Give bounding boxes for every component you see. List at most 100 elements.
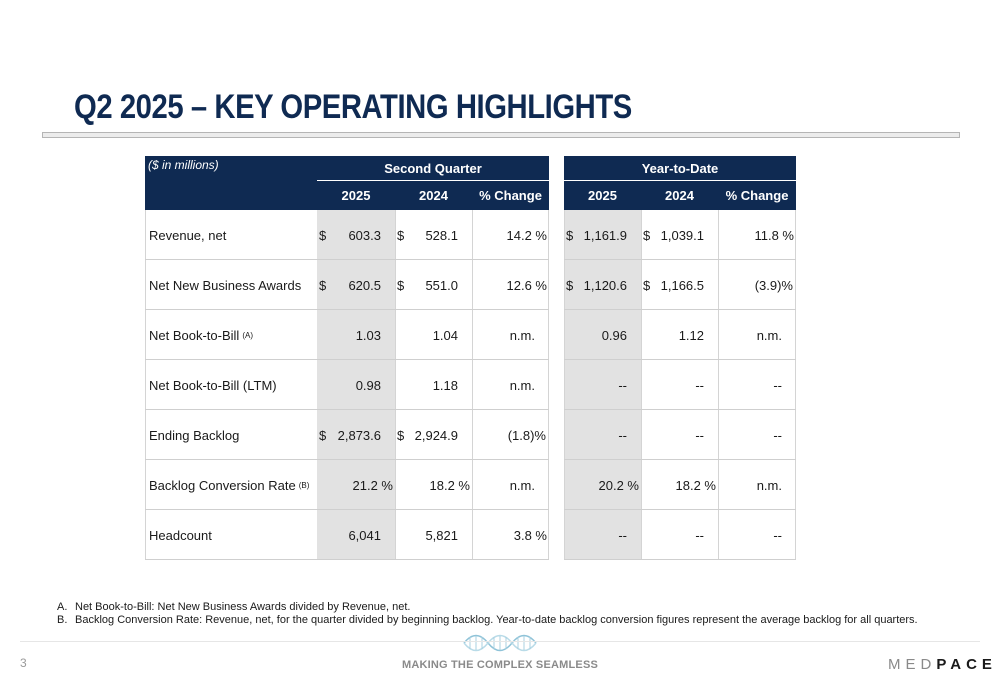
value-q-change: 12.6 % (506, 277, 547, 293)
row-divider (145, 409, 549, 410)
footer-tagline: MAKING THE COMPLEX SEAMLESS (401, 659, 599, 671)
row-label: Ending Backlog (149, 427, 240, 443)
value-ytd-change: -- (773, 377, 782, 393)
value-q-change: (1.8)% (507, 427, 546, 443)
value-q-change: n.m. (509, 477, 535, 493)
value-ytd-2024: 1,166.5 (660, 277, 704, 293)
value-ytd-2025: 1,120.6 (583, 277, 627, 293)
column-divider (795, 210, 796, 560)
value-q-2025: 0.98 (355, 377, 381, 393)
value-ytd-2024: 1,039.1 (660, 227, 704, 243)
value-ytd-change: -- (773, 427, 782, 443)
shaded-column-ytd-2025 (564, 210, 641, 560)
row-divider (145, 559, 549, 560)
row-divider (145, 459, 549, 460)
col-header-ytd-change: % Change (725, 187, 789, 203)
dollar-sign: $ (319, 277, 327, 293)
row-divider (145, 309, 549, 310)
footnote-b: B. Backlog Conversion Rate: Revenue, net,… (57, 614, 918, 626)
value-ytd-2025: 20.2 % (598, 477, 639, 493)
value-q-change: n.m. (509, 377, 535, 393)
dollar-sign: $ (319, 227, 327, 243)
footnote-ref: (B) (298, 480, 310, 490)
value-ytd-2025: 1,161.9 (583, 227, 627, 243)
value-ytd-2024: -- (695, 427, 704, 443)
shaded-column-q-2025 (317, 210, 395, 560)
value-q-2025: 1.03 (355, 327, 381, 343)
value-ytd-change: (3.9)% (754, 277, 793, 293)
column-divider (472, 210, 473, 560)
row-label: Net Book-to-Bill (A) (149, 327, 253, 343)
col-header-ytd-2025: 2025 (588, 187, 617, 203)
row-divider (564, 309, 796, 310)
row-label: Revenue, net (149, 227, 227, 243)
header-group-underline (564, 180, 796, 181)
title-divider (42, 132, 960, 138)
footnote-ref: (A) (242, 330, 253, 340)
row-label: Net New Business Awards (149, 277, 302, 293)
value-q-2024: 2,924.9 (414, 427, 458, 443)
value-q-2024: 1.18 (432, 377, 458, 393)
row-label: Headcount (149, 527, 212, 543)
col-header-ytd-2024: 2024 (665, 187, 694, 203)
value-ytd-2025: 0.96 (601, 327, 627, 343)
row-label: Backlog Conversion Rate (B) (149, 477, 310, 493)
value-q-2024: 1.04 (432, 327, 458, 343)
column-divider (564, 210, 565, 560)
row-divider (564, 409, 796, 410)
row-label: Net Book-to-Bill (LTM) (149, 377, 277, 393)
column-divider (548, 210, 549, 560)
column-divider (145, 210, 146, 560)
value-q-2025: 603.3 (348, 227, 381, 243)
dollar-sign: $ (397, 227, 405, 243)
value-q-change: 14.2 % (506, 227, 547, 243)
column-divider (395, 210, 396, 560)
value-ytd-change: 11.8 % (754, 227, 794, 243)
footnotes: A. Net Book-to-Bill: Net New Business Awa… (57, 601, 918, 627)
dollar-sign: $ (643, 277, 651, 293)
value-q-change: 3.8 % (513, 527, 547, 543)
value-ytd-change: n.m. (756, 327, 782, 343)
group-header-second-quarter: Second Quarter (384, 160, 482, 176)
value-ytd-change: -- (773, 527, 782, 543)
value-ytd-2025: -- (618, 527, 627, 543)
col-header-q-change: % Change (479, 187, 542, 203)
page-title: Q2 2025 – KEY OPERATING HIGHLIGHTS (74, 88, 632, 126)
operating-highlights-table: ($ in millions) Second Quarter Year-to-Dat… (145, 156, 796, 561)
value-ytd-2024: -- (695, 527, 704, 543)
footer-divider (20, 641, 980, 642)
value-q-2024: 18.2 % (429, 477, 470, 493)
value-q-2024: 528.1 (425, 227, 458, 243)
row-divider (564, 459, 796, 460)
column-divider (641, 210, 642, 560)
header-band-ytd (564, 156, 796, 210)
dna-helix-icon (463, 634, 537, 652)
dollar-sign: $ (566, 227, 574, 243)
row-divider (145, 509, 549, 510)
row-divider (564, 359, 796, 360)
value-ytd-change: n.m. (756, 477, 782, 493)
col-header-q-2025: 2025 (341, 187, 371, 203)
value-q-2024: 551.0 (425, 277, 458, 293)
row-divider (564, 509, 796, 510)
value-ytd-2024: 18.2 % (675, 477, 716, 493)
header-group-underline (317, 180, 549, 181)
dollar-sign: $ (397, 427, 405, 443)
col-header-q-2024: 2024 (419, 187, 448, 203)
dollar-sign: $ (566, 277, 574, 293)
group-header-ytd: Year-to-Date (641, 160, 719, 176)
dollar-sign: $ (643, 227, 651, 243)
value-ytd-2024: 1.12 (678, 327, 704, 343)
value-q-2025: 6,041 (348, 527, 381, 543)
footnote-a: A. Net Book-to-Bill: Net New Business Awa… (57, 601, 411, 613)
header-band-second-quarter (145, 156, 549, 210)
value-ytd-2024: -- (695, 377, 704, 393)
column-divider (718, 210, 719, 560)
value-ytd-2025: -- (618, 377, 627, 393)
value-q-2024: 5,821 (425, 527, 458, 543)
units-label: ($ in millions) (148, 158, 219, 172)
dollar-sign: $ (319, 427, 327, 443)
row-divider (564, 259, 796, 260)
row-divider (145, 359, 549, 360)
dollar-sign: $ (397, 277, 405, 293)
